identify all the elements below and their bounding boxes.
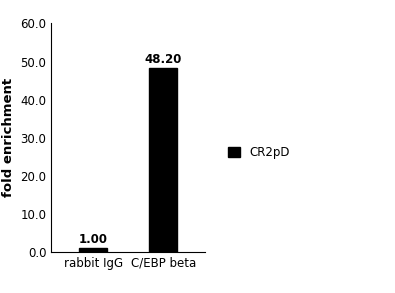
Legend: CR2pD: CR2pD: [223, 141, 294, 163]
Bar: [79, 248, 107, 252]
Bar: [149, 68, 177, 252]
Text: 1.00: 1.00: [79, 233, 108, 246]
Y-axis label: fold enrichment: fold enrichment: [2, 78, 15, 197]
Text: 48.20: 48.20: [145, 53, 182, 66]
